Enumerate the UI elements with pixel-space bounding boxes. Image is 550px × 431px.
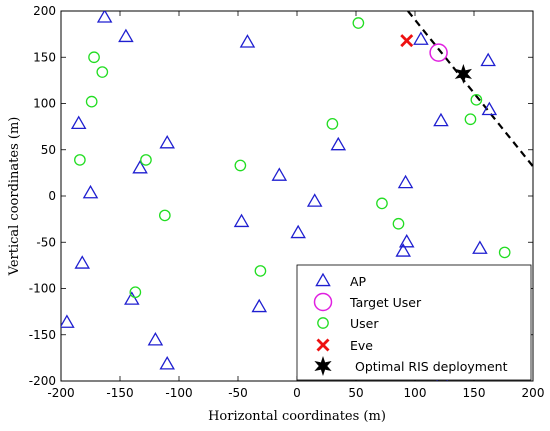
user-point [464,113,477,126]
optimal-ris-deployment-point [454,63,472,84]
ap-point [472,240,488,254]
ap-point [159,356,175,370]
eve-point [400,34,414,48]
user-point [470,93,483,106]
ap-point [159,134,175,149]
y-tick-label: -50 [36,235,56,249]
y-tick-label: -100 [29,282,56,296]
y-axis-label: Vertical coordinates (m) [7,117,22,277]
ap-point [290,224,306,239]
ap-point [397,174,414,189]
legend: AP Target User User Eve Optimal RIS deployme… [296,264,532,381]
user-point [96,66,109,78]
ap-point [480,52,496,67]
ap-point [481,101,498,116]
user-point [88,51,100,64]
user-point [254,265,267,277]
tick-layer: -200 -150 -100 -50 0 50 100 150 200 -200 -150 -100 -… [29,4,545,400]
x-tick-label: 150 [463,386,486,400]
ap-point [132,159,148,174]
user-point [352,17,365,29]
user-point [85,95,98,108]
ap-point [398,233,415,248]
ap-point [82,184,99,199]
ap-point [61,314,75,328]
ris-boundary-line [407,11,533,168]
y-tick-label: 200 [33,4,56,18]
y-tick-label: -200 [29,374,56,388]
user-point [376,197,388,210]
x-tick-label: 0 [293,386,301,400]
x-tick-label: -200 [47,386,74,400]
ap-point [239,34,256,48]
ap-point [413,31,429,45]
user-point [74,154,86,166]
eve-legend-label: Eve [350,338,373,353]
x-tick-label: 50 [348,386,363,400]
user-legend-label: User [350,316,379,331]
user-point [234,159,247,172]
ap-point [118,28,134,43]
y-tick-label: 100 [33,97,56,111]
ap-point [147,331,164,346]
user-point [498,246,511,259]
y-tick-label: -150 [29,328,56,342]
ap-point [306,193,323,207]
user-point [392,217,405,230]
y-tick-label: 0 [48,189,56,203]
user-point [326,118,339,130]
ap-point [433,112,449,127]
y-tick-label: 50 [41,143,56,157]
optimal-ris-deployment-legend-marker [314,356,332,376]
x-tick-label: -100 [165,386,192,400]
optimal-ris-deployment-legend-label: Optimal RIS deployment [355,359,508,374]
eve-legend-marker [316,338,330,352]
ap-point [271,167,288,181]
ap-point [124,291,140,305]
ap-point [251,298,268,313]
ap-point [233,213,250,228]
target-user-point [429,43,448,62]
legend-box [296,264,532,381]
points-layer [61,11,511,381]
ap-legend-label: AP [350,274,367,289]
user-point [140,154,152,166]
ap-legend-marker [315,272,331,287]
x-tick-label: 100 [404,386,427,400]
boundary-line-layer [407,11,533,168]
ap-point [395,243,411,257]
target-user-legend-label: Target User [349,295,422,310]
x-tick-label: 200 [522,386,545,400]
target-user-legend-marker [313,292,333,312]
x-axis-label: Horizontal coordinates (m) [208,409,386,424]
x-tick-label: -50 [228,386,248,400]
ap-point [74,255,91,269]
ap-point [330,136,347,151]
user-legend-marker [317,317,329,329]
ap-point [70,115,87,130]
y-tick-label: 150 [33,50,56,64]
user-point [129,286,142,299]
user-point [158,209,171,222]
ap-point [96,11,113,23]
x-tick-label: -150 [106,386,133,400]
